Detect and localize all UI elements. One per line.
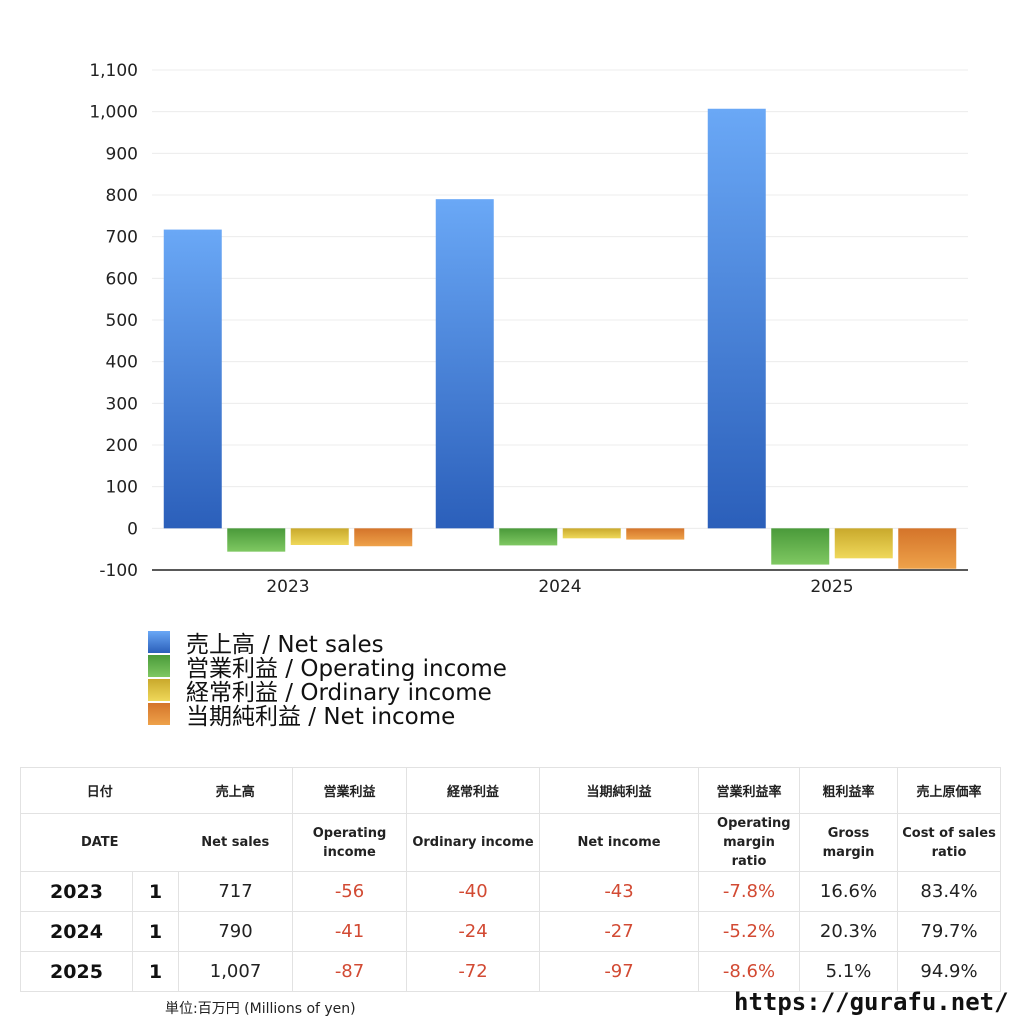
cell-ordinary-income: -72 xyxy=(406,951,541,992)
legend-item-net-income: 当期純利益 / Net income xyxy=(148,702,507,730)
legend-swatch-ordinary-income xyxy=(148,679,170,701)
cell-net-sales: 717 xyxy=(178,871,294,912)
row-quarter: 1 xyxy=(131,951,180,992)
y-tick-label: 700 xyxy=(106,228,138,248)
legend-swatch-net-income xyxy=(148,703,170,725)
legend-label: 売上高 / Net sales xyxy=(186,632,384,658)
header-ordinary-income-en: Ordinary income xyxy=(406,813,541,872)
legend-label: 経常利益 / Ordinary income xyxy=(186,680,492,706)
y-tick-label: 1,000 xyxy=(89,103,138,123)
bars xyxy=(163,108,957,569)
cell-cost-ratio: 83.4% xyxy=(897,871,1002,912)
cell-operating-margin: -5.2% xyxy=(698,911,801,952)
x-category-label: 2024 xyxy=(538,577,581,597)
cell-operating-income: -41 xyxy=(292,911,408,952)
cell-net-income: -43 xyxy=(539,871,700,912)
bar-net-sales-2023 xyxy=(163,229,222,529)
cell-operating-income: -87 xyxy=(292,951,408,992)
x-axis-categories: 2023 2024 2025 xyxy=(266,577,853,597)
table-header-en: DATE Net sales Operating income Ordinary… xyxy=(19,813,1002,872)
y-tick-label: 300 xyxy=(106,394,138,414)
legend-swatch-net-sales xyxy=(148,631,170,653)
cell-net-sales: 1,007 xyxy=(178,951,294,992)
bar-operating-income-2024 xyxy=(499,528,558,546)
table-row: 2024 1 790 -41 -24 -27 -5.2% 20.3% 79.7% xyxy=(20,911,1002,952)
header-date-en: DATE xyxy=(19,813,179,872)
bar-operating-income-2023 xyxy=(227,528,286,552)
cell-gross-margin: 5.1% xyxy=(799,951,899,992)
legend-item-operating-income: 営業利益 / Operating income xyxy=(148,654,507,682)
y-tick-label: 1,100 xyxy=(89,61,138,81)
y-tick-label: 500 xyxy=(106,311,138,331)
bar-net-income-2024 xyxy=(626,528,685,540)
cell-cost-ratio: 79.7% xyxy=(897,911,1002,952)
legend: 売上高 / Net sales 営業利益 / Operating income … xyxy=(148,630,507,730)
table-row: 2025 1 1,007 -87 -72 -97 -8.6% 5.1% 94.9… xyxy=(20,951,1002,992)
unit-note: 単位:百万円 (Millions of yen) xyxy=(165,1001,356,1017)
bar-chart: 1,100 1,000 900 800 700 600 500 400 300 200 100 0 -1… xyxy=(89,61,968,597)
y-tick-label: 200 xyxy=(106,436,138,456)
cell-cost-ratio: 94.9% xyxy=(897,951,1002,992)
header-gross-margin-en: Gross margin xyxy=(799,813,899,872)
bar-net-income-2025 xyxy=(898,528,957,569)
bar-net-sales-2024 xyxy=(435,199,494,529)
header-cost-ratio-en: Cost of sales ratio xyxy=(897,813,1002,872)
site-url-link[interactable]: https://gurafu.net/ xyxy=(734,988,1009,1016)
header-gross-margin-jp: 粗利益率 xyxy=(799,767,899,814)
cell-operating-income: -56 xyxy=(292,871,408,912)
bar-net-sales-2025 xyxy=(707,108,766,529)
header-operating-income-en: Operating income xyxy=(292,813,408,872)
header-ordinary-income-jp: 経常利益 xyxy=(406,767,541,814)
row-year: 2024 xyxy=(20,911,133,952)
header-net-sales-en: Net sales xyxy=(178,813,294,872)
header-date-jp: 日付 xyxy=(19,767,179,814)
cell-ordinary-income: -40 xyxy=(406,871,541,912)
header-net-income-en: Net income xyxy=(539,813,700,872)
bar-operating-income-2025 xyxy=(771,528,830,565)
y-tick-label: 400 xyxy=(106,353,138,373)
header-operating-income-jp: 営業利益 xyxy=(292,767,408,814)
cell-operating-margin: -7.8% xyxy=(698,871,801,912)
x-category-label: 2023 xyxy=(266,577,309,597)
x-category-label: 2025 xyxy=(810,577,853,597)
y-tick-label: 900 xyxy=(106,144,138,164)
y-tick-label: 100 xyxy=(106,478,138,498)
legend-label: 営業利益 / Operating income xyxy=(186,656,507,682)
cell-net-sales: 790 xyxy=(178,911,294,952)
bar-ordinary-income-2023 xyxy=(290,528,349,545)
y-tick-label: 600 xyxy=(106,269,138,289)
header-operating-margin-jp: 営業利益率 xyxy=(698,767,801,814)
row-quarter: 1 xyxy=(131,911,180,952)
cell-net-income: -97 xyxy=(539,951,700,992)
legend-item-net-sales: 売上高 / Net sales xyxy=(148,630,507,658)
table-header-jp: 日付 売上高 営業利益 経常利益 当期純利益 営業利益率 粗利益率 売上原価率 xyxy=(19,767,1002,814)
table-row: 2023 1 717 -56 -40 -43 -7.8% 16.6% 83.4% xyxy=(20,871,1002,912)
row-quarter: 1 xyxy=(131,871,180,912)
legend-swatch-operating-income xyxy=(148,655,170,677)
header-operating-margin-en: Operating margin ratio xyxy=(698,813,801,872)
chart-area: 1,100 1,000 900 800 700 600 500 400 300 200 100 0 -1… xyxy=(89,61,968,597)
financial-table: 日付 売上高 営業利益 経常利益 当期純利益 営業利益率 粗利益率 売上原価率 … xyxy=(19,767,1002,992)
y-axis-ticks: 1,100 1,000 900 800 700 600 500 400 300 200 100 0 -1… xyxy=(89,61,138,581)
header-net-sales-jp: 売上高 xyxy=(178,767,294,814)
bar-net-income-2023 xyxy=(354,528,413,547)
cell-gross-margin: 20.3% xyxy=(799,911,899,952)
row-year: 2025 xyxy=(20,951,133,992)
y-tick-label: 800 xyxy=(106,186,138,206)
cell-gross-margin: 16.6% xyxy=(799,871,899,912)
y-tick-label: 0 xyxy=(127,519,138,539)
cell-net-income: -27 xyxy=(539,911,700,952)
y-tick-label: -100 xyxy=(99,561,138,581)
cell-operating-margin: -8.6% xyxy=(698,951,801,992)
header-net-income-jp: 当期純利益 xyxy=(539,767,700,814)
bar-ordinary-income-2024 xyxy=(562,528,621,539)
bar-ordinary-income-2025 xyxy=(834,528,893,559)
legend-label: 当期純利益 / Net income xyxy=(186,704,456,730)
cell-ordinary-income: -24 xyxy=(406,911,541,952)
row-year: 2023 xyxy=(20,871,133,912)
legend-item-ordinary-income: 経常利益 / Ordinary income xyxy=(148,678,507,706)
gridlines xyxy=(152,69,968,529)
header-cost-ratio-jp: 売上原価率 xyxy=(897,767,1002,814)
